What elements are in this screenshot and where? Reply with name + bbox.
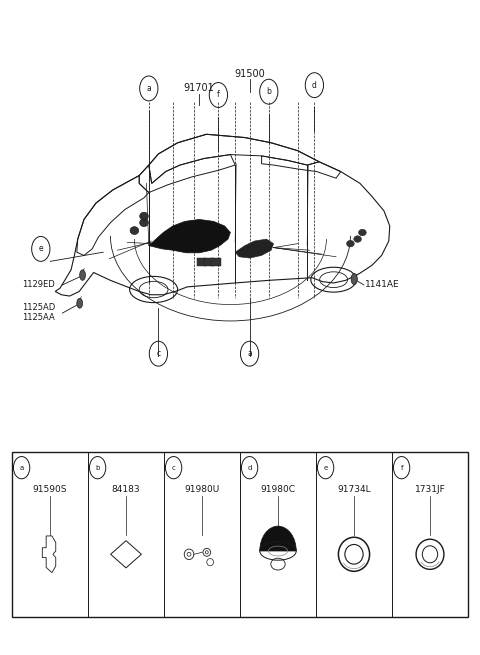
Wedge shape — [260, 526, 296, 551]
Polygon shape — [235, 239, 274, 258]
Text: a: a — [247, 349, 252, 358]
Bar — [12, 452, 468, 617]
Text: 1731JF: 1731JF — [415, 485, 445, 495]
Ellipse shape — [130, 227, 139, 234]
Text: d: d — [247, 464, 252, 471]
Text: 1125AD: 1125AD — [22, 303, 55, 312]
Text: c: c — [172, 464, 176, 471]
Polygon shape — [149, 219, 230, 253]
Ellipse shape — [140, 212, 148, 220]
Ellipse shape — [354, 236, 361, 242]
Text: e: e — [324, 464, 328, 471]
Text: d: d — [312, 81, 317, 90]
Ellipse shape — [77, 298, 83, 309]
Ellipse shape — [359, 229, 366, 236]
Text: a: a — [20, 464, 24, 471]
Text: 91701: 91701 — [184, 83, 215, 93]
Text: 1125AA: 1125AA — [22, 313, 54, 322]
Text: e: e — [38, 244, 43, 253]
Text: 1129ED: 1129ED — [22, 280, 54, 290]
Text: f: f — [217, 90, 220, 100]
Bar — [204, 258, 214, 266]
Text: a: a — [146, 84, 151, 93]
Text: 91980U: 91980U — [184, 485, 220, 495]
Bar — [211, 258, 221, 266]
Text: 91590S: 91590S — [33, 485, 67, 495]
Ellipse shape — [347, 240, 354, 247]
Text: 91734L: 91734L — [337, 485, 371, 495]
Text: 1141AE: 1141AE — [365, 280, 399, 290]
Text: c: c — [156, 349, 160, 358]
Text: f: f — [400, 464, 403, 471]
Text: b: b — [266, 87, 271, 96]
Ellipse shape — [140, 219, 148, 227]
Text: 84183: 84183 — [112, 485, 140, 495]
Bar — [197, 258, 206, 266]
Text: b: b — [96, 464, 100, 471]
Text: 91980C: 91980C — [261, 485, 296, 495]
Ellipse shape — [351, 274, 357, 284]
Ellipse shape — [80, 270, 85, 280]
Text: 91500: 91500 — [234, 69, 265, 79]
